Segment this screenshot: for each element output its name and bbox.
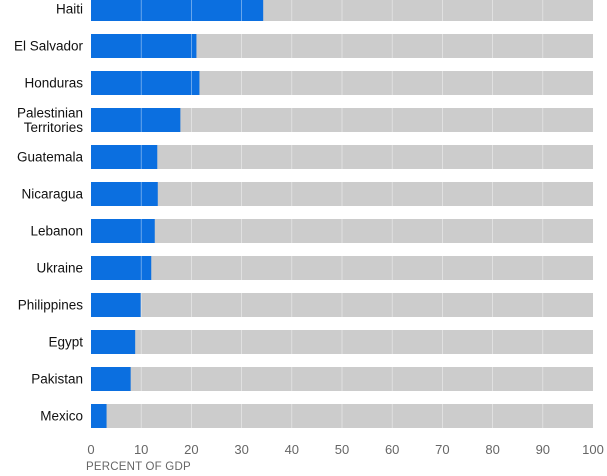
x-tick-label-20: 20 xyxy=(184,442,198,457)
category-label-line: Ukraine xyxy=(36,261,83,276)
bar-value-honduras xyxy=(91,71,200,95)
x-axis-title: PERCENT OF GDP xyxy=(86,461,191,473)
bar-value-mexico xyxy=(91,404,107,428)
category-label-line: El Salvador xyxy=(14,39,84,54)
category-label-ukraine: Ukraine xyxy=(36,261,83,276)
category-label-philippines: Philippines xyxy=(18,298,84,313)
x-tick-label-10: 10 xyxy=(134,442,148,457)
category-label-line: Honduras xyxy=(24,76,83,91)
category-label-line: Nicaragua xyxy=(21,187,83,202)
category-label-line: Guatemala xyxy=(17,150,84,165)
x-tick-label-40: 40 xyxy=(285,442,299,457)
category-label-line: Territories xyxy=(24,120,84,135)
category-label-line: Haiti xyxy=(56,2,83,17)
bar-value-haiti xyxy=(91,0,264,21)
category-label-line: Egypt xyxy=(48,335,83,350)
x-tick-label-60: 60 xyxy=(385,442,399,457)
x-tick-label-50: 50 xyxy=(335,442,349,457)
category-label-haiti: Haiti xyxy=(56,2,83,17)
x-axis-ticks: 0 10 20 30 40 50 60 70 80 90 100 xyxy=(87,442,603,457)
bar-value-el-salvador xyxy=(91,34,197,58)
category-label-mexico: Mexico xyxy=(40,409,83,424)
category-label-guatemala: Guatemala xyxy=(17,150,84,165)
category-label-pakistan: Pakistan xyxy=(31,372,83,387)
category-label-palestinian-territories: Palestinian Territories xyxy=(17,105,83,135)
category-label-nicaragua: Nicaragua xyxy=(21,187,83,202)
bar-value-nicaragua xyxy=(91,182,158,206)
category-label-egypt: Egypt xyxy=(48,335,83,350)
x-tick-label-100: 100 xyxy=(582,442,604,457)
category-label-lebanon: Lebanon xyxy=(30,224,83,239)
category-labels: Haiti El Salvador Honduras Palestinian Terri… xyxy=(14,2,84,424)
x-tick-label-80: 80 xyxy=(485,442,499,457)
category-label-line: Mexico xyxy=(40,409,83,424)
category-label-line: Lebanon xyxy=(30,224,83,239)
category-label-line: Pakistan xyxy=(31,372,83,387)
x-tick-label-0: 0 xyxy=(87,442,94,457)
category-label-honduras: Honduras xyxy=(24,76,83,91)
category-label-line: Philippines xyxy=(18,298,84,313)
bar-value-egypt xyxy=(91,330,136,354)
bar-value-pakistan xyxy=(91,367,131,391)
bar-value-philippines xyxy=(91,293,141,317)
bar-value-guatemala xyxy=(91,145,158,169)
bar-value-ukraine xyxy=(91,256,152,280)
x-tick-label-90: 90 xyxy=(536,442,550,457)
category-label-el-salvador: El Salvador xyxy=(14,39,84,54)
bar-value-palestinian-territories xyxy=(91,108,181,132)
bar-value-lebanon xyxy=(91,219,155,243)
category-label-line: Palestinian xyxy=(17,105,83,120)
x-tick-label-70: 70 xyxy=(435,442,449,457)
x-tick-label-30: 30 xyxy=(234,442,248,457)
divider-lines xyxy=(140,0,544,428)
